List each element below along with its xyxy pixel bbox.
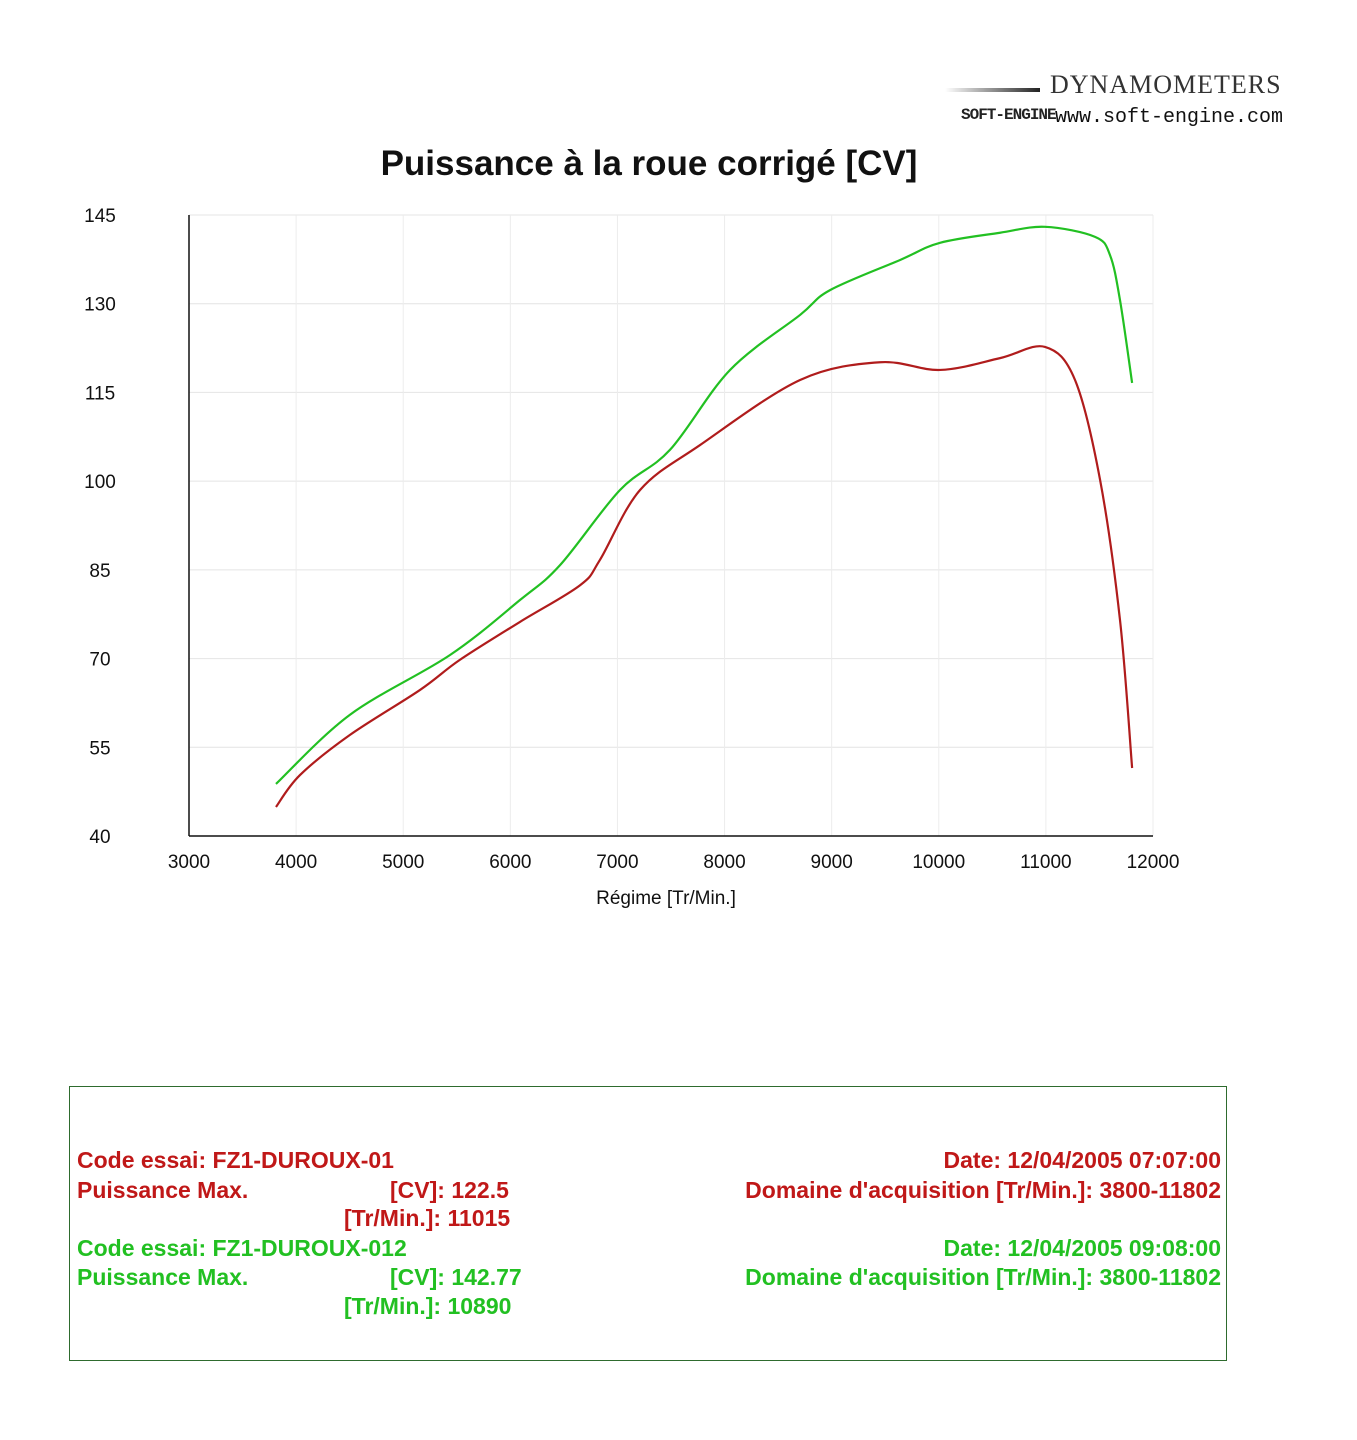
y-tick-label: 55	[89, 738, 110, 759]
x-tick-label: 11000	[1020, 852, 1071, 873]
run1-code: Code essai: FZ1-DUROUX-01	[77, 1147, 394, 1173]
y-tick-label: 85	[89, 561, 110, 582]
x-axis-label: Régime [Tr/Min.]	[596, 888, 736, 909]
x-tick-label: 10000	[912, 852, 965, 873]
run2-pmax-label: Puissance Max.	[77, 1264, 249, 1290]
logo-sub: SOFT-ENGINE	[961, 106, 1057, 124]
logo-bar	[945, 88, 1040, 92]
x-tick-label: 3000	[168, 852, 210, 873]
run2-rpm: [Tr/Min.]: 10890	[344, 1293, 512, 1319]
x-tick-label: 4000	[275, 852, 317, 873]
run2-date: Date: 12/04/2005 09:08:00	[943, 1235, 1221, 1261]
x-tick-label: 12000	[1127, 852, 1180, 873]
run1-rpm: [Tr/Min.]: 11015	[344, 1205, 511, 1231]
logo-brand: DYNAMOMETERS	[1050, 70, 1282, 99]
run1-cv: [CV]: 122.5	[390, 1177, 509, 1203]
info-box: Code essai: FZ1-DUROUX-01 Puissance Max.…	[69, 1086, 1227, 1361]
power-chart: Puissance à la roue corrigé [CV] 40 55 70 8…	[84, 144, 1180, 909]
x-tick-label: 8000	[703, 852, 745, 873]
soft-engine-logo: DYNAMOMETERS SOFT-ENGINE www.soft-engine…	[945, 68, 1290, 138]
y-tick-label: 100	[84, 472, 116, 493]
y-tick-label: 115	[85, 383, 115, 404]
run2-domain: Domaine d'acquisition [Tr/Min.]: 3800-11…	[745, 1264, 1221, 1290]
run1-date: Date: 12/04/2005 07:07:00	[943, 1147, 1221, 1173]
y-tick-label: 70	[89, 650, 110, 671]
x-tick-label: 5000	[382, 852, 424, 873]
series-line-2	[275, 345, 1134, 808]
logo-url: www.soft-engine.com	[1055, 106, 1284, 129]
y-tick-label: 130	[84, 295, 116, 316]
x-tick-label: 9000	[811, 852, 853, 873]
run1-domain: Domaine d'acquisition [Tr/Min.]: 3800-11…	[745, 1177, 1221, 1203]
x-tick-label: 6000	[489, 852, 531, 873]
y-tick-label: 145	[84, 206, 116, 227]
chart-title: Puissance à la roue corrigé [CV]	[381, 144, 918, 183]
series-line-1	[275, 225, 1134, 785]
y-tick-label: 40	[89, 827, 110, 848]
x-tick-label: 7000	[596, 852, 638, 873]
run2-code: Code essai: FZ1-DUROUX-012	[77, 1235, 407, 1261]
run1-pmax-label: Puissance Max.	[77, 1177, 249, 1203]
run2-cv: [CV]: 142.77	[390, 1264, 522, 1290]
